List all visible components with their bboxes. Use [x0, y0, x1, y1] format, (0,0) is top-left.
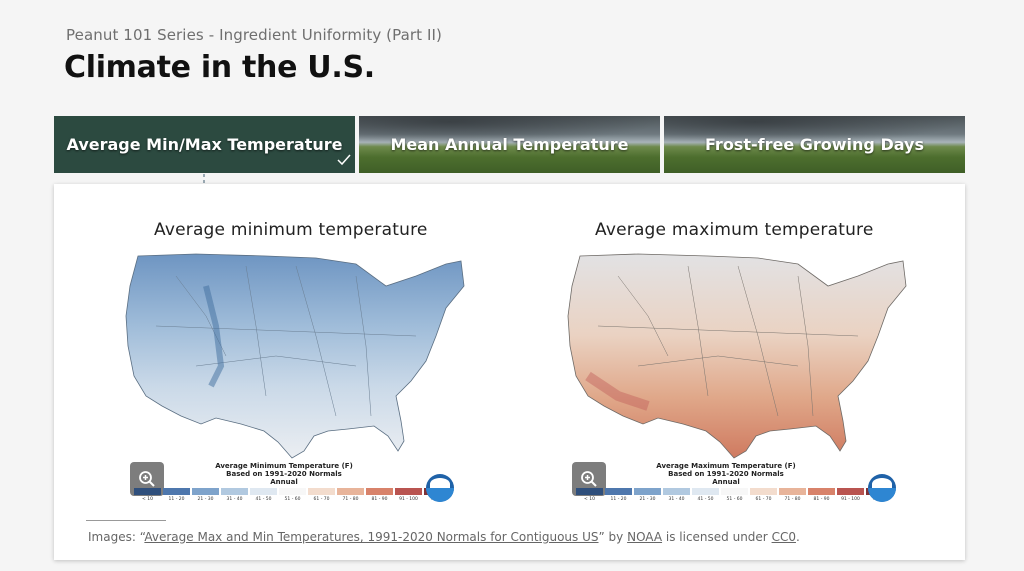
- max-legend-swatches: [576, 488, 893, 495]
- legend-bin-label: < 10: [584, 497, 595, 502]
- legend-bin-label: 51 - 60: [726, 497, 743, 502]
- legend-swatch: [721, 488, 748, 495]
- legend-bin-label: 21 - 30: [639, 497, 656, 502]
- credit-author-link[interactable]: NOAA: [627, 530, 663, 544]
- legend-swatch: [692, 488, 719, 495]
- magnifier-plus-icon: [581, 471, 597, 487]
- legend-bin-label: 41 - 50: [697, 497, 714, 502]
- legend-bin-label: 91 - 100: [841, 497, 860, 502]
- legend-bin-label: 41 - 50: [255, 497, 272, 502]
- legend-swatch: [663, 488, 690, 495]
- legend-bin-label: 21 - 30: [197, 497, 214, 502]
- legend-swatch: [605, 488, 632, 495]
- image-credit: Images: “Average Max and Min Temperature…: [88, 530, 800, 544]
- legend-bin-label: 91 - 100: [399, 497, 418, 502]
- max-map-title: Average maximum temperature: [595, 220, 874, 240]
- legend-swatch: [250, 488, 277, 495]
- legend-swatch: [576, 488, 603, 495]
- maps-panel: Average minimum temperature Average: [54, 184, 965, 560]
- legend-swatch: [279, 488, 306, 495]
- legend-swatch: [750, 488, 777, 495]
- legend-bin-label: < 10: [142, 497, 153, 502]
- magnifier-plus-icon: [139, 471, 155, 487]
- credit-divider: [86, 520, 166, 521]
- tab-frost-free[interactable]: Frost-free Growing Days: [664, 116, 965, 173]
- min-legend-labels: < 10 11 - 20 21 - 30 31 - 40 41 - 50 51 - 60 6…: [134, 497, 451, 502]
- page-title: Climate in the U.S.: [64, 50, 375, 85]
- tab-label: Average Min/Max Temperature: [66, 135, 343, 154]
- min-temperature-map: [116, 246, 496, 506]
- legend-swatch: [221, 488, 248, 495]
- max-legend-labels: < 10 11 - 20 21 - 30 31 - 40 41 - 50 51 - 60 6…: [576, 497, 893, 502]
- tab-label: Frost-free Growing Days: [705, 135, 924, 154]
- min-legend-title: Average Minimum Temperature (F) Based on…: [215, 462, 353, 486]
- legend-bin-label: 51 - 60: [284, 497, 301, 502]
- tab-average-min-max[interactable]: Average Min/Max Temperature: [54, 116, 355, 173]
- legend-swatch: [192, 488, 219, 495]
- legend-swatch: [837, 488, 864, 495]
- max-temperature-map: [558, 246, 938, 506]
- credit-license-link[interactable]: CC0: [771, 530, 796, 544]
- legend-swatch: [395, 488, 422, 495]
- legend-bin-label: 81 - 90: [813, 497, 830, 502]
- legend-bin-label: 11 - 20: [168, 497, 185, 502]
- tab-bar: Average Min/Max Temperature Mean Annual …: [54, 116, 965, 173]
- min-map-title: Average minimum temperature: [154, 220, 428, 240]
- noaa-logo: [868, 474, 896, 502]
- min-legend-swatches: [134, 488, 451, 495]
- legend-bin-label: 31 - 40: [668, 497, 685, 502]
- legend-bin-label: 11 - 20: [610, 497, 627, 502]
- legend-bin-label: 61 - 70: [755, 497, 772, 502]
- tab-label: Mean Annual Temperature: [390, 135, 629, 154]
- legend-swatch: [808, 488, 835, 495]
- legend-bin-label: 61 - 70: [313, 497, 330, 502]
- legend-swatch: [634, 488, 661, 495]
- noaa-logo: [426, 474, 454, 502]
- legend-bin-label: 81 - 90: [371, 497, 388, 502]
- tab-mean-annual[interactable]: Mean Annual Temperature: [359, 116, 660, 173]
- checkmark-icon: [337, 154, 351, 170]
- credit-work-link[interactable]: Average Max and Min Temperatures, 1991-2…: [144, 530, 599, 544]
- legend-bin-label: 31 - 40: [226, 497, 243, 502]
- legend-swatch: [337, 488, 364, 495]
- legend-swatch: [366, 488, 393, 495]
- max-legend-title: Average Maximum Temperature (F) Based on…: [656, 462, 796, 486]
- legend-swatch: [308, 488, 335, 495]
- legend-bin-label: 71 - 80: [784, 497, 801, 502]
- legend-swatch: [163, 488, 190, 495]
- legend-swatch: [134, 488, 161, 495]
- series-subtitle: Peanut 101 Series - Ingredient Uniformit…: [66, 26, 443, 44]
- legend-bin-label: 71 - 80: [342, 497, 359, 502]
- legend-swatch: [779, 488, 806, 495]
